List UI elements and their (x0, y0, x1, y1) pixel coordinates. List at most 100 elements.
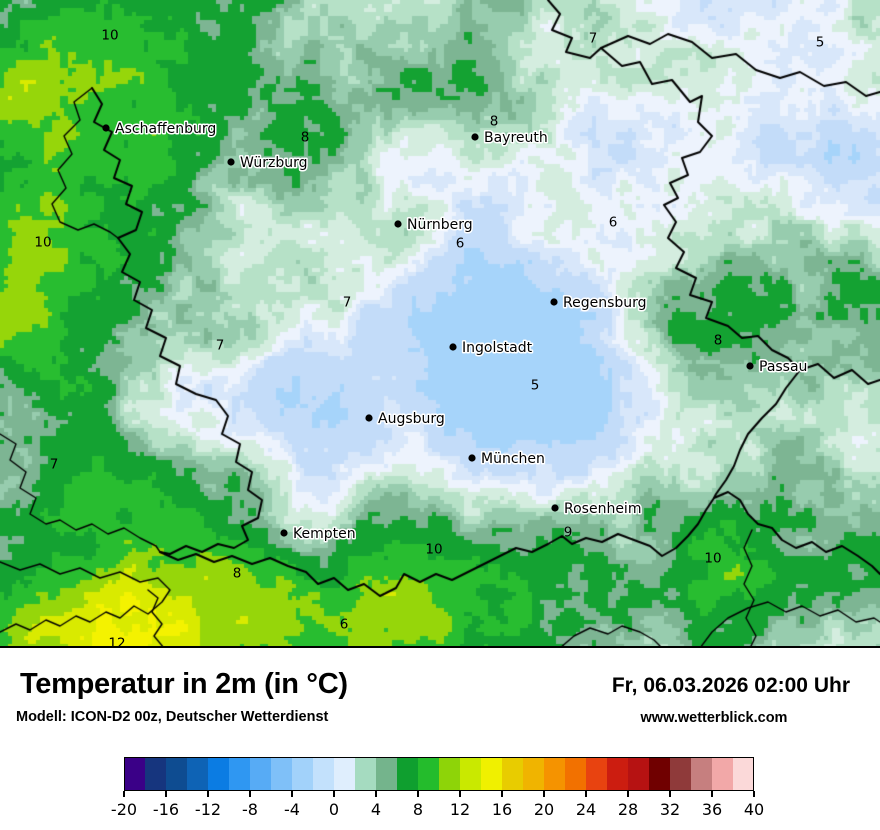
temp-extreme-label: 5 (531, 378, 540, 394)
valid-datetime: Fr, 06.03.2026 02:00 Uhr (611, 674, 850, 697)
footer: Temperatur in 2m (in °C) Modell: ICON-D2… (0, 648, 880, 830)
colorbar-tick (207, 791, 209, 797)
city-label: Würzburg (240, 155, 307, 171)
city-dot (227, 158, 235, 166)
city-label: München (481, 451, 545, 467)
city-marker: Rosenheim (551, 500, 643, 519)
city-label: Passau (759, 359, 807, 375)
colorbar-swatch (586, 757, 607, 791)
city-label: Nürnberg (407, 217, 473, 233)
city-label: Bayreuth (484, 130, 548, 146)
city-label: Aschaffenburg (115, 121, 216, 137)
city-label: Kempten (293, 526, 356, 542)
colorbar-swatch (565, 757, 586, 791)
city-dot (394, 220, 402, 228)
map-area: 10 7 5 8 8 6 6 10 7 8 7 5 7 9 8 10 10 6 12 Aschaffenburg Wür… (0, 0, 880, 648)
temp-extreme-label: 8 (301, 130, 310, 146)
city-marker: Augsburg (365, 410, 446, 429)
colorbar-tick (123, 791, 125, 797)
colorbar-tick-label: 0 (328, 800, 340, 819)
city-marker: Kempten (280, 525, 357, 544)
colorbar-tick-label: 16 (491, 800, 513, 819)
city-marker: Regensburg (550, 294, 648, 313)
colorbar-tick (333, 791, 335, 797)
city-marker: Aschaffenburg (102, 120, 218, 139)
city-dot (550, 298, 558, 306)
colorbar-swatch (523, 757, 544, 791)
colorbar-tick (627, 791, 629, 797)
temp-extreme-label: 10 (704, 551, 721, 567)
city-marker: München (468, 450, 546, 469)
temp-extreme-label: 7 (216, 338, 225, 354)
temp-extreme-label: 8 (714, 333, 723, 349)
colorbar-tick (711, 791, 713, 797)
city-dot (746, 362, 754, 370)
colorbar-tick (375, 791, 377, 797)
colorbar-tick (417, 791, 419, 797)
website-label: www.wetterblick.com (640, 710, 788, 726)
city-dot (102, 124, 110, 132)
colorbar-swatch (292, 757, 313, 791)
colorbar-tick-label: 20 (533, 800, 555, 819)
colorbar-swatch (733, 757, 754, 791)
colorbar-tick-label: -20 (110, 800, 138, 819)
temp-extreme-label: 9 (564, 525, 573, 541)
colorbar-tick-label: 4 (370, 800, 382, 819)
colorbar-swatch (313, 757, 334, 791)
colorbar-swatch (376, 757, 397, 791)
colorbar-swatch (166, 757, 187, 791)
temp-extreme-label: 10 (425, 542, 442, 558)
colorbar-swatch (124, 757, 145, 791)
city-marker: Nürnberg (394, 216, 474, 235)
colorbar-tick (165, 791, 167, 797)
colorbar-swatch (250, 757, 271, 791)
colorbar-tick-label: 40 (743, 800, 765, 819)
colorbar-swatch (544, 757, 565, 791)
temp-extreme-label: 7 (50, 457, 59, 473)
colorbar-swatch (187, 757, 208, 791)
temp-extreme-label: 10 (101, 28, 118, 44)
colorbar-swatch (481, 757, 502, 791)
city-dot (280, 529, 288, 537)
temp-extreme-label: 8 (233, 566, 242, 582)
colorbar-tick (543, 791, 545, 797)
page-title: Temperatur in 2m (in °C) (20, 668, 348, 700)
colorbar-tick-label: 8 (412, 800, 424, 819)
colorbar-swatch (460, 757, 481, 791)
colorbar-swatch (271, 757, 292, 791)
colorbar-tick (669, 791, 671, 797)
city-marker: Bayreuth (471, 129, 549, 148)
city-dot (449, 343, 457, 351)
model-subtitle: Modell: ICON-D2 00z, Deutscher Wetterdie… (16, 709, 329, 725)
colorbar-swatch (712, 757, 733, 791)
colorbar-tick-label: -16 (152, 800, 180, 819)
colorbar-swatch (145, 757, 166, 791)
colorbar-tick-label: 32 (659, 800, 681, 819)
temp-extreme-label: 12 (108, 636, 125, 647)
colorbar-tick-label: -4 (284, 800, 300, 819)
city-marker: Passau (746, 358, 809, 377)
colorbar-tick-label: -12 (194, 800, 222, 819)
temp-extreme-label: 7 (589, 31, 598, 47)
colorbar-tick (585, 791, 587, 797)
colorbar-swatch (229, 757, 250, 791)
colorbar-tick-label: 28 (617, 800, 639, 819)
city-label: Augsburg (378, 411, 445, 427)
colorbar-tick (291, 791, 293, 797)
colorbar-swatch (607, 757, 628, 791)
temp-extreme-label: 7 (343, 295, 352, 311)
city-marker: Würzburg (227, 154, 309, 173)
colorbar-tick (249, 791, 251, 797)
colorbar-swatch (397, 757, 418, 791)
temp-extreme-label: 6 (609, 215, 618, 231)
colorbar-tick (501, 791, 503, 797)
colorbar-swatch (628, 757, 649, 791)
colorbar-tick-label: -8 (242, 800, 258, 819)
city-marker: Ingolstadt (449, 339, 534, 358)
colorbar-tick-label: 24 (575, 800, 597, 819)
temp-extreme-label: 5 (816, 35, 825, 51)
colorbar-swatch (670, 757, 691, 791)
colorbar-swatch (691, 757, 712, 791)
colorbar-tick (753, 791, 755, 797)
